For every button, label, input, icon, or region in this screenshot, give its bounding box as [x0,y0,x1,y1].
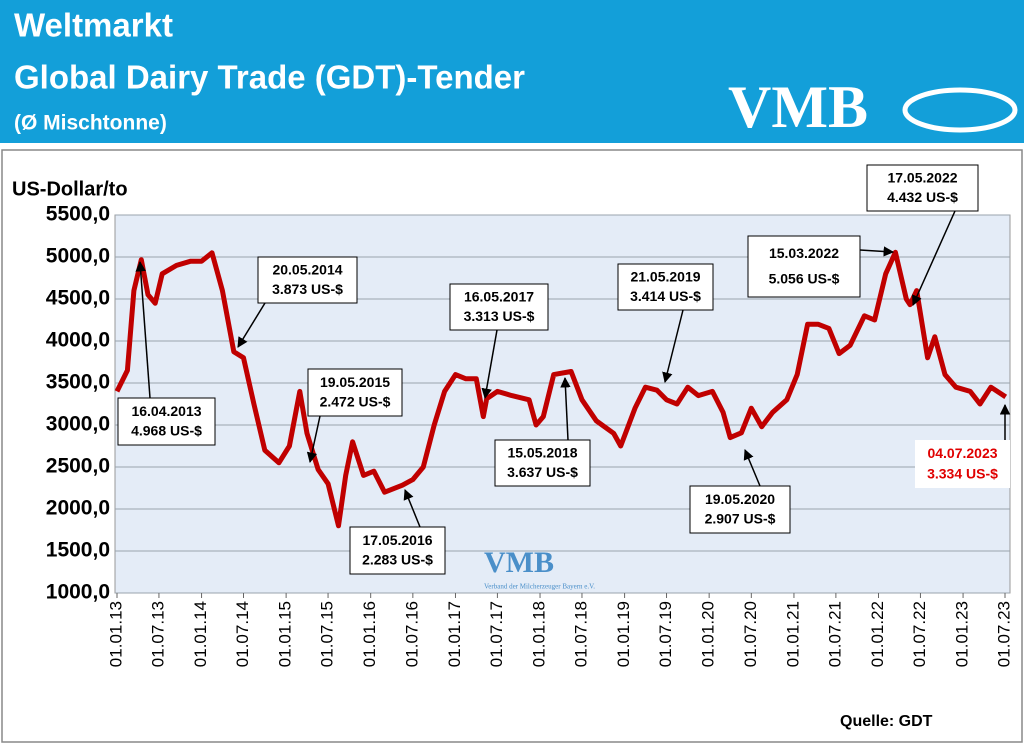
x-tick-label: 01.07.15 [318,601,337,667]
data-line [114,249,1008,529]
annotation-value: 3.334 US-$ [927,465,998,481]
annotation-date: 15.05.2018 [507,445,577,461]
annotation-value: 3.414 US-$ [630,288,701,304]
annotation-arrow [912,210,956,306]
y-tick-label: 1000,0 [46,581,110,604]
watermark-caption: Verband der Milcherzeuger Bayern e.V. [484,583,595,591]
y-tick-label: 5000,0 [46,245,110,268]
x-tick-label: 01.01.22 [868,601,887,667]
y-tick-label: 3000,0 [46,413,110,436]
annotation-date: 20.05.2014 [272,262,342,278]
logo-swoosh [902,87,1018,133]
x-tick-label: 01.07.16 [402,601,421,667]
annotation-box [617,263,714,311]
annotation-value: 4.432 US-$ [887,189,958,205]
x-tick-label: 01.07.18 [571,601,590,667]
y-axis-label: US-Dollar/to [12,178,128,200]
source: Quelle: GDT [840,713,933,730]
annotation-value: 2.472 US-$ [320,394,391,410]
annotation-value: 2.283 US-$ [362,552,433,568]
annotation-value: 5.056 US-$ [769,271,840,287]
annotation-arrow [743,449,761,487]
header-subtitle: Global Dairy Trade (GDT)-Tender [14,59,525,96]
x-tick-label: 01.01.14 [191,601,210,667]
x-tick-label: 01.07.17 [487,601,506,667]
annotation-box [307,368,403,417]
x-tick-label: 01.01.18 [530,601,549,667]
annotation-arrow [306,415,321,464]
x-tick-label: 01.01.17 [445,601,464,667]
annotation-value: 3.637 US-$ [507,464,578,480]
x-tick-label: 01.07.14 [233,601,252,667]
y-tick-label: 4500,0 [46,287,110,310]
annotation-arrow [237,302,266,348]
x-tick-label: 01.01.23 [953,601,972,667]
annotation-box [257,256,358,304]
annotation-box [747,235,861,298]
plot-area [114,214,1011,594]
x-tick-label: 01.01.16 [360,601,379,667]
annotation-date: 15.03.2022 [769,245,839,261]
y-tick-label: 3500,0 [46,371,110,394]
x-tick-label: 01.01.20 [699,601,718,667]
annotation-box [117,397,216,446]
annotation-box [449,283,549,331]
annotation-arrow [662,309,684,384]
x-tick-label: 01.07.21 [825,601,844,667]
annotation-box [494,439,591,487]
y-tick-label: 4000,0 [46,329,110,352]
logo: VMB [728,74,868,140]
x-tick-label: 01.01.19 [614,601,633,667]
annotation-date: 16.05.2017 [464,289,534,305]
annotation-date: 17.05.2022 [887,170,957,186]
annotation-arrow [859,246,895,257]
annotation-arrow [403,489,421,528]
annotation-box [689,485,791,534]
y-tick-label: 1500,0 [46,539,110,562]
annotation-box [915,440,1010,488]
annotation-arrow [135,260,151,399]
y-tick-label: 2500,0 [46,455,110,478]
annotation-box [349,526,446,575]
x-tick-label: 01.07.20 [741,601,760,667]
header-title: Weltmarkt [14,7,173,44]
annotation-value: 3.313 US-$ [464,308,535,324]
annotation-value: 2.907 US-$ [705,511,776,527]
x-tick-label: 01.07.23 [994,601,1013,667]
y-tick-label: 2000,0 [46,497,110,520]
x-tick-label: 01.01.21 [783,601,802,667]
annotation-date: 21.05.2019 [630,269,700,285]
header-band [0,0,1024,143]
annotation-date: 16.04.2013 [131,403,201,419]
y-tick-label: 5500,0 [46,203,110,226]
annotation-date: 04.07.2023 [927,445,997,461]
annotation-value: 4.968 US-$ [131,423,202,439]
annotation-box [866,164,979,212]
x-tick-label: 01.07.13 [148,601,167,667]
annotation-date: 19.05.2020 [705,491,775,507]
x-tick-label: 01.01.13 [106,601,125,667]
annotation-date: 17.05.2016 [362,532,432,548]
annotation-arrow [560,376,571,441]
x-tick-label: 01.07.19 [656,601,675,667]
annotation-date: 19.05.2015 [320,374,390,390]
annotation-arrow [481,329,498,400]
header-note: (Ø Mischtonne) [14,112,167,135]
x-tick-label: 01.01.15 [276,601,295,667]
x-tick-label: 01.07.22 [910,601,929,667]
annotation-value: 3.873 US-$ [272,281,343,297]
